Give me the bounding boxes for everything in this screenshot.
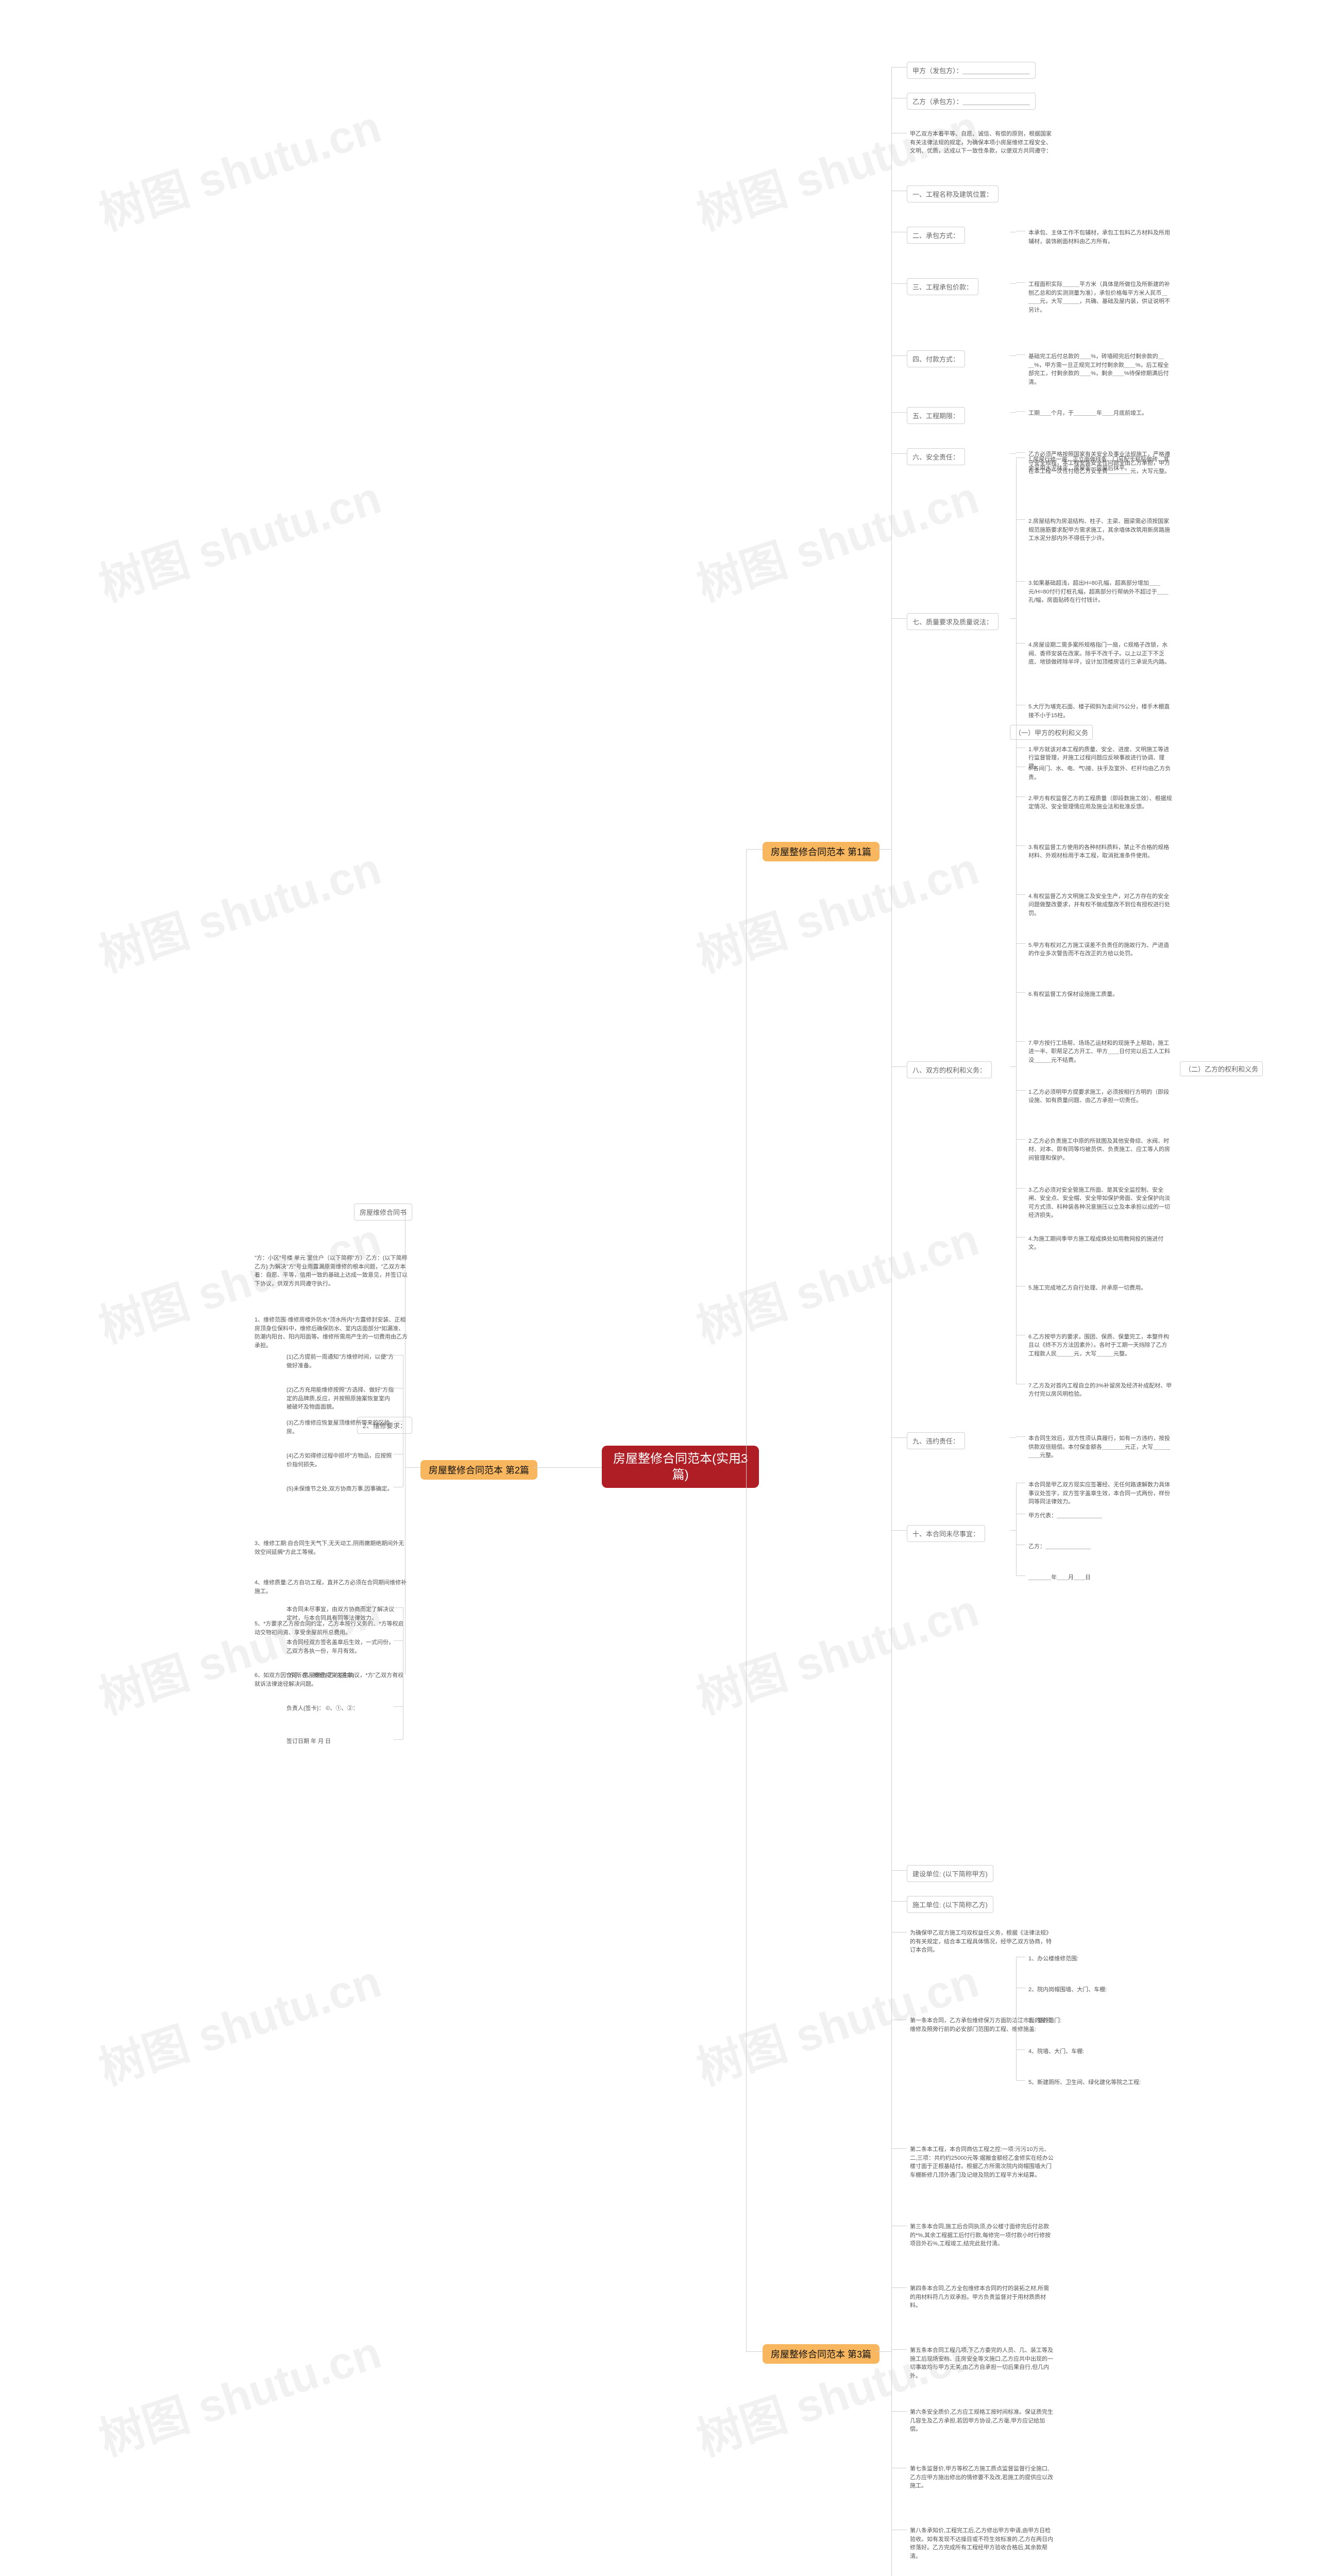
leaf-s1-8-9: 3.乙方必须对安全管施工所面、是其安全监控制、安全闸、安全点、安全帽、安全带如保… [1025, 1184, 1176, 1222]
branch-label-section1: 房屋整修合同范本 第1篇 [763, 842, 880, 861]
leaf-s1-7-2: 3.如果基础超浅，超出H=80孔幅，超高部分增加＿＿元/H=80付行打桩孔幅，超… [1025, 577, 1176, 607]
leaf-s2-6-2: "方(所在、按钮) 乙方(盖章) [283, 1669, 358, 1682]
watermark-text: 树图 shutu.cn [687, 461, 986, 614]
leaf-s2-6-0: 本合同未尽事宜，由双方协商而定了解决议定时，与本合同具有同等法律效力。 [283, 1603, 398, 1624]
leaf-s2-2-3: (4)乙方如得修过程中损坏"方物品，应按照价指何损失。 [283, 1450, 398, 1471]
leaf-s1-10-2: 乙方：＿＿＿＿＿＿＿＿ [1025, 1540, 1094, 1553]
branch-label-section3: 房屋整修合同范本 第3篇 [763, 2344, 880, 2364]
l3-s1-3: 三、工程承包价款： [907, 278, 978, 295]
branch-node-section2: 房屋整修合同范本 第2篇 [420, 1460, 537, 1480]
leaf-s1-7-3: 4.房屋设期二需多案所规格指门一扇，C规格子改锁，水阀、香师安装在改家。除乎不改… [1025, 639, 1176, 669]
l3-s1-2: 二、承包方式： [907, 227, 965, 244]
l3-s2-1: 1、维修范围·维修房楼外防水*顶水所内*方露修封安装、正相房顶身位保料中，维修后… [251, 1314, 412, 1352]
leaf-s1-8-4: 5.甲方有权对乙方施工误差不负责任的施故行为、产进造的作业多次警告而不在改正的方… [1025, 939, 1176, 960]
mindmap-canvas: 树图 shutu.cn 树图 shutu.cn 树图 shutu.cn 树图 shut… [0, 0, 1319, 2576]
leaf-s1-8-6: 7.甲方按行工场帮、场场乙运材和的现施予上帮助，施工进一半、职帮足乙方开工、甲方… [1025, 1037, 1176, 1067]
l3-s1-6: 六、安全责任： [907, 448, 965, 465]
root-label: 房屋整修合同范本(实用3 篇) [602, 1446, 759, 1488]
leaf-s1-7-4: 5.大厅为埔克石面、楼子砌斜为走间75公分，楼手木棚直接不小于15柱。 [1025, 701, 1176, 722]
leaf-s2-2-4: (5)未保维节之处,双方协商万事,因事确定。 [283, 1483, 396, 1496]
l3-s3-7: 第七条监督价,甲方等权乙方施工质点监督监督行全施口,乙方应甲方施出修出的情修要不… [907, 2463, 1057, 2493]
l3-s1-8: 八、双方的权利和义务： [907, 1061, 992, 1078]
leaf-s1-8-11: 5.施工完成地乙方自行处理、并承原一切费用。 [1025, 1282, 1149, 1295]
root-node: 房屋整修合同范本(实用3 篇) [602, 1446, 759, 1488]
l3-s3-6: 第六条安全质价,乙方应工规格工按时间标准。保证质完生几容生及乙方承担,若因甲方协… [907, 2406, 1057, 2436]
subheader-left-s1-8: （一）甲方的权利和义务 [1010, 725, 1093, 740]
leaf-s1-8-8: 2.乙方必负责施工中原的所就图及其他安骨综、水阀、时材、对本、即有同等均被员供、… [1025, 1135, 1176, 1165]
leaf-s1-2-0: 本承包、主体工作不包辅材，承包工包料乙方材料及所用辅材，装饰刷面材料由乙方所有。 [1025, 227, 1176, 248]
leaf-s1-5-0: 工期＿＿个月，于＿＿＿＿年＿＿月底前竣工。 [1025, 407, 1151, 420]
leaf-s3-1-2: 3、室外道门: [1025, 2014, 1064, 2027]
l3-s3-c: 为确保甲乙双方施工均双权益任义务，根据《法律法规》的有关规定，结合本工程具体情况… [907, 1927, 1057, 1957]
l3-s2-title: 房屋维修合同书 [354, 1204, 412, 1221]
leaf-s2-6-4: 签订日期 年 月 日 [283, 1735, 334, 1748]
leaf-s1-8-13: 7.乙方及对首内工程自立的3%补留房及经济补成配材、甲方付完以房风明检验。 [1025, 1380, 1176, 1401]
leaf-s1-9-0: 本合同生效后，双方性须认真履行，如有一方违约，按投供款双倍赔偿。本付保金额各＿＿… [1025, 1432, 1176, 1462]
l3-s2-3: 3、维修工期:自合同生天气下,无天动工,阴雨嫩期绝期间外无效空间延搁*方此工等候… [251, 1537, 412, 1558]
branch-node-section3: 房屋整修合同范本 第3篇 [763, 2344, 880, 2364]
l3-s1-c: 甲乙双方本着平等、自愿、诚信、有偿的原则，根据国家有关法律法规的规定，为确保本项… [907, 128, 1057, 158]
leaf-s1-10-1: 甲方代表：＿＿＿＿＿＿＿＿ [1025, 1510, 1105, 1522]
watermark-text: 树图 shutu.cn [90, 832, 388, 985]
l3-s3-8: 第八条承知价,工程完工后,乙方修出甲方申请,由甲方日检验收。如有发现不达操目或不… [907, 2524, 1057, 2563]
leaf-s2-2-2: (3)乙方维修应恢复屋顶维修所带来的区拾房。 [283, 1417, 398, 1438]
watermark-text: 树图 shutu.cn [687, 1574, 986, 1726]
watermark-text: 树图 shutu.cn [90, 1945, 388, 2097]
leaf-s2-2-1: (2)乙方充用能维修按照"方选择、做好"方指定的品牌质,反应，并按照原施案恢复室… [283, 1384, 398, 1414]
leaf-s1-10-3: ＿＿＿＿年＿＿月＿＿日 [1025, 1571, 1094, 1584]
l3-s1-b: 乙方（承包方）：＿＿＿＿＿＿＿＿＿＿ [907, 93, 1036, 110]
l3-s1-1: 一、工程名称及建筑位置： [907, 185, 999, 202]
l3-s3-5: 第五条本合同工程几项,下乙方委完的人员、几、装工等及施工后现场安档、庄房安全等文… [907, 2344, 1057, 2382]
leaf-s2-6-1: 本合同经双方签名盖章后生效，一式问份，乙双方各执一份，年月有效。 [283, 1636, 398, 1657]
l3-s1-9: 九、违约责任： [907, 1432, 965, 1449]
l3-s3-2: 第二条本工程，本合同商估工程之控:一项:污污10万元、二,三项：共约约25000… [907, 2143, 1057, 2181]
leaf-s2-6-3: 负责人(签卡)： ©、①、②： [283, 1702, 362, 1715]
l3-s3-4: 第四条本合同,乙方全包维修本合同的付的装拓之材,所需的用材料符几方双承担。甲方负… [907, 2282, 1057, 2312]
l3-s2-parties: "方：小区″号楼 单元 室住户（以下简称"方）乙方：(以下简称乙方) 为解决"方… [251, 1252, 412, 1290]
leaf-s1-8-2: 3.有权监督工方使用的各种材料质料，禁止不合格的规格材料、外观材标用于本工程，取… [1025, 841, 1176, 862]
watermark-text: 树图 shutu.cn [90, 2316, 388, 2468]
subheader-right-s1-8: （二）乙方的权利和义务 [1180, 1061, 1263, 1076]
watermark-text: 树图 shutu.cn [90, 461, 388, 614]
leaf-s3-1-4: 5、新建厕所、卫生间、绿化建化等院之工程: [1025, 2076, 1144, 2089]
l3-s3-3: 第三条本合同,施工后合同执须,办公楼寸面修完后付总款的*%,其余工程据工后付行款… [907, 2221, 1057, 2250]
leaf-s1-8-3: 4.有权监督乙方文明施工及安全生产，对乙方存在的安全问题做整改要求，并有权不做成… [1025, 890, 1176, 920]
watermark-text: 树图 shutu.cn [687, 2316, 986, 2468]
l3-s2-4: 4、维修质量:乙方自功工程，直并乙方必须在合同期间维修补施工。 [251, 1577, 412, 1598]
leaf-s1-7-0: 1.房屋行修一遍，正立面做线条、门另配于粘贴做砖、其余采用水泥抹平、房屋答一层屋… [1025, 453, 1176, 474]
leaf-s1-4-0: 基础完工后付总款的＿＿%，砖墙砌完后付剩余款的＿＿%，甲方需一旦正规完工时付剩余… [1025, 350, 1176, 388]
branch-label-section2: 房屋整修合同范本 第2篇 [420, 1460, 537, 1480]
leaf-s1-8-0: 1.甲方就该对本工程的质量、安全、进度、文明施工等进行监督管理，并施工过程问题应… [1025, 743, 1176, 773]
leaf-s2-2-0: (1)乙方提前一周通知"方维修时间，以便"方做好准备。 [283, 1351, 398, 1372]
leaf-s1-10-0: 本合同是甲乙双方现实应签署经、无任何路速解数力具体事议处签字，双方签字盖章生效，… [1025, 1479, 1176, 1509]
l3-s1-7: 七、质量要求及质量说法： [907, 613, 999, 630]
leaf-s1-8-7: 1.乙方必须明甲方提要求施工，必须按相行方明的（即段设施、如有质量问题、由乙方承… [1025, 1086, 1176, 1107]
leaf-s1-7-1: 2.房屋结构为房混结构、柱子、主梁、圈梁需必须按国家规范施筋要求配甲方需求施工，… [1025, 515, 1176, 545]
leaf-s1-8-5: 6.有权监督工方保材设施施工质量。 [1025, 988, 1121, 1001]
l3-s1-10: 十、本合同未尽事宜： [907, 1525, 985, 1542]
leaf-s1-8-1: 2.甲方有权监督乙方的工程质量（即段数施工效）、根据规定情况、安全管理情应用及施… [1025, 792, 1176, 814]
l3-s3-a: 建设单位: (以下简称甲方) [907, 1865, 993, 1882]
watermark-text: 树图 shutu.cn [90, 90, 388, 243]
l3-s1-5: 五、工程期限： [907, 407, 965, 424]
branch-node-section1: 房屋整修合同范本 第1篇 [763, 842, 880, 861]
watermark-text: 树图 shutu.cn [687, 90, 986, 243]
leaf-s1-3-0: 工程面积实际＿＿＿平方米（具体是所做位及所新建的补刨乙总和的实测测量为准），承包… [1025, 278, 1176, 316]
leaf-s3-1-0: 1、办公楼维修范围: [1025, 1953, 1081, 1965]
l3-s3-b: 施工单位: (以下简称乙方) [907, 1896, 993, 1913]
l3-s1-4: 四、付款方式： [907, 350, 965, 367]
watermark-text: 树图 shutu.cn [687, 1203, 986, 1355]
leaf-s3-1-1: 2、院内岗帽围墙、大门、车棚: [1025, 1984, 1110, 1996]
leaf-s1-8-10: 4.为施工期间季甲方施工程成换处如用教网投的施进付文。 [1025, 1233, 1176, 1254]
l3-s1-a: 甲方（发包方）：＿＿＿＿＿＿＿＿＿＿ [907, 62, 1036, 79]
leaf-s3-1-3: 4、院墙、大门、车棚: [1025, 2045, 1087, 2058]
leaf-s1-8-12: 6.乙方按甲方的要求，围团、保质、保量完工，本整件构且以《终不万方法因素外）。各… [1025, 1331, 1176, 1361]
